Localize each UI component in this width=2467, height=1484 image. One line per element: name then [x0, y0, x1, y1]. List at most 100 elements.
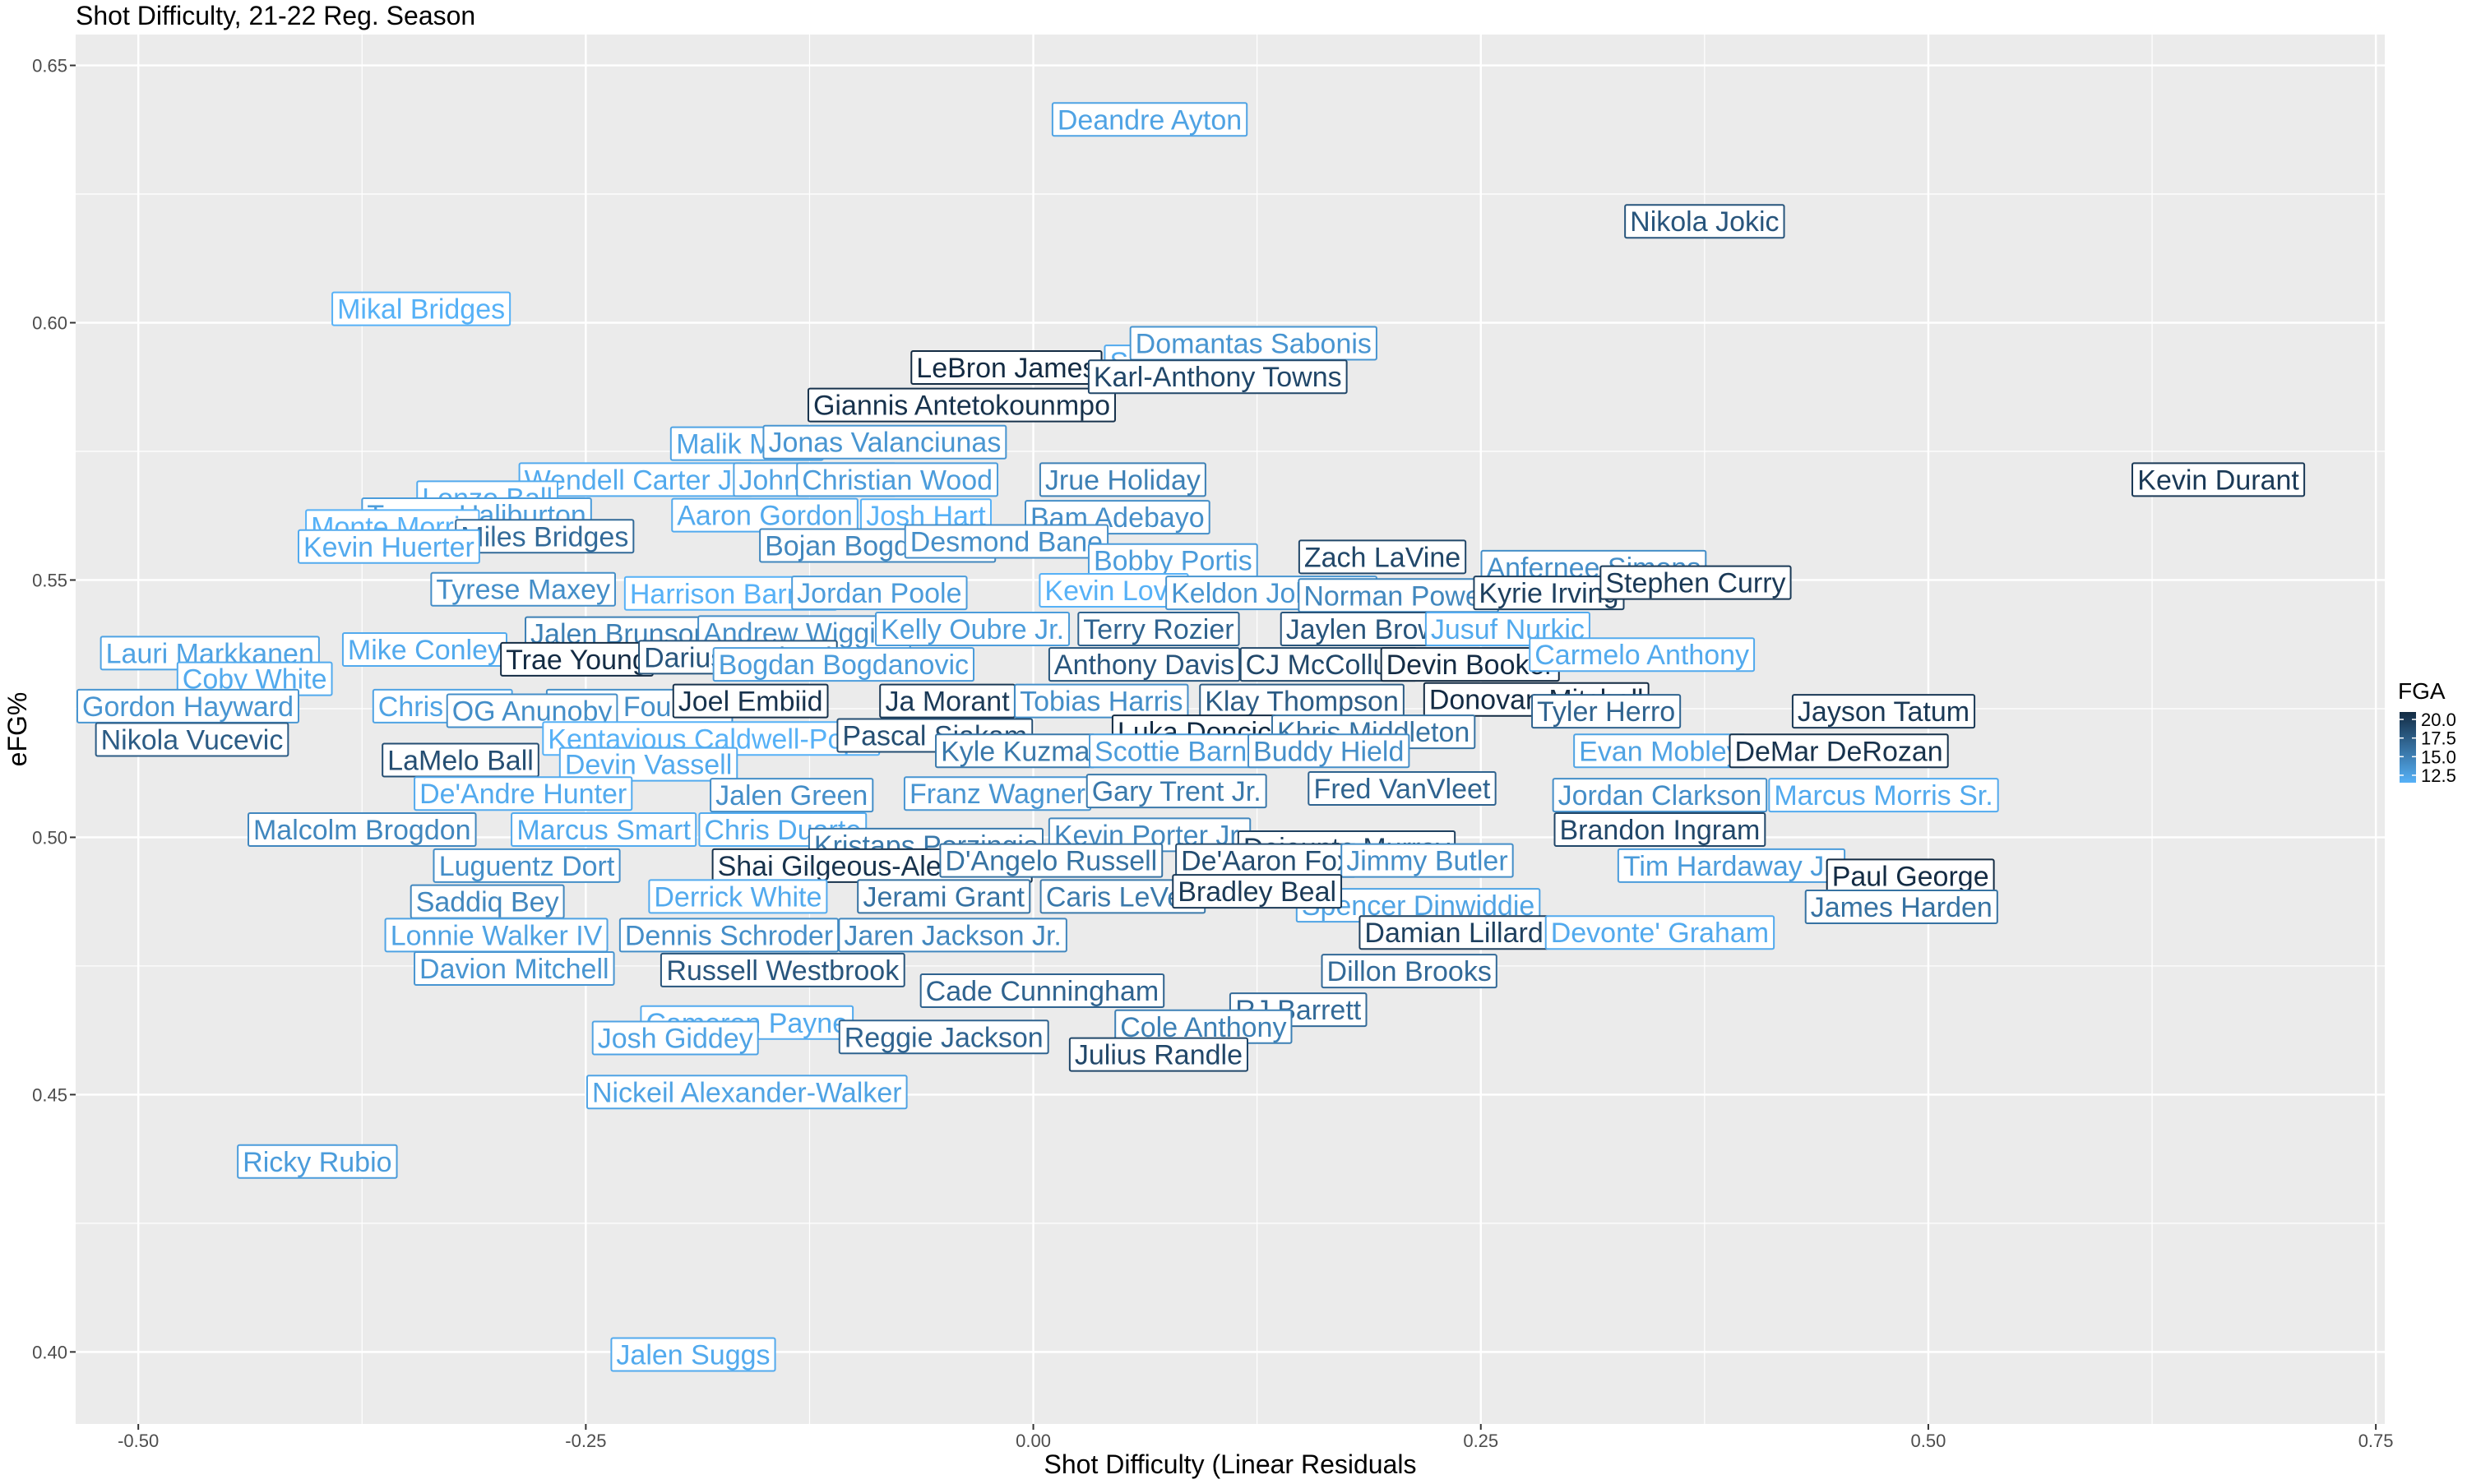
label-box: [807, 387, 1117, 423]
label-text: Franz Wagner: [910, 779, 1085, 810]
point-label: Kelly Oubre Jr.: [875, 611, 1071, 646]
point-label: OG Anunoby: [446, 693, 618, 728]
point-label: Tim Hardaway Jr.: [1617, 848, 1846, 883]
point-label: Mikal Bridges: [331, 291, 511, 326]
point-label: Jalen Green: [710, 778, 874, 813]
label-text: Buddy Hield: [1253, 736, 1404, 767]
label-box: [1014, 683, 1189, 719]
point-label: Aaron Gordon: [671, 497, 859, 533]
label-text: Devin Booker: [1386, 650, 1554, 681]
label-text: Aaron Gordon: [677, 501, 853, 532]
point-label: Trae Young: [500, 641, 654, 677]
label-text: Anthony Davis: [1054, 650, 1234, 681]
label-text: Jordan Poole: [797, 578, 961, 609]
label-text: Giannis Antetokounmpo: [813, 391, 1110, 422]
point-label: Nikola Jokic: [1624, 204, 1785, 239]
point-label: Bradley Beal: [1172, 874, 1343, 909]
label-box: [446, 693, 618, 728]
label-box: [710, 778, 874, 813]
x-tick-label: 0.50: [1911, 1431, 1946, 1451]
point-label: Devin Vassell: [558, 747, 738, 782]
label-box: [1531, 694, 1682, 729]
label-box: [919, 973, 1165, 1008]
label-box: [1039, 462, 1206, 497]
label-text: Nikola Jokic: [1630, 206, 1779, 238]
label-text: Mikal Bridges: [337, 294, 505, 326]
label-text: Marcus Smart: [516, 815, 691, 846]
label-box: [1804, 889, 1998, 924]
label-box: [414, 951, 615, 987]
x-tick-label: -0.50: [118, 1431, 159, 1451]
label-box: [1729, 733, 1949, 769]
point-label: Saddiq Bey: [410, 884, 565, 919]
label-box: [2131, 462, 2306, 497]
label-text: Tyler Herro: [1537, 696, 1675, 728]
label-text: Jimmy Butler: [1346, 846, 1507, 877]
label-box: [433, 848, 621, 883]
label-box: [331, 291, 511, 326]
legend-tick-label: 17.5: [2421, 728, 2456, 749]
label-box: [1552, 778, 1768, 813]
label-text: Davion Mitchell: [419, 954, 609, 985]
label-text: Jonas Valanciunas: [768, 428, 1001, 459]
label-box: [95, 722, 289, 757]
point-label: Dennis Schroder: [618, 918, 840, 953]
label-text: Gordon Hayward: [82, 691, 294, 723]
label-box: [838, 1019, 1049, 1055]
label-text: Kevin Durant: [2137, 465, 2299, 496]
label-text: Carmelo Anthony: [1534, 640, 1749, 671]
point-label: Jayson Tatum: [1791, 694, 1976, 729]
point-label: Desmond Bane: [904, 524, 1109, 559]
point-label: Zach LaVine: [1298, 539, 1467, 575]
label-box: [838, 918, 1067, 953]
point-label: Damian Lillard: [1358, 915, 1549, 950]
label-text: Terry Rozier: [1083, 614, 1234, 645]
y-axis: 0.40 0.45 0.50 0.55 0.60 0.65: [32, 56, 76, 1362]
label-box: [297, 529, 480, 564]
label-box: [247, 812, 477, 848]
label-text: Jerami Grant: [863, 881, 1025, 913]
label-box: [791, 576, 968, 611]
legend-title: FGA: [2398, 678, 2446, 704]
label-text: Reggie Jackson: [845, 1022, 1044, 1053]
label-text: Bobby Portis: [1094, 546, 1252, 577]
point-label: Derrick White: [648, 879, 828, 914]
point-label: Jusuf Nurkic: [1424, 611, 1590, 646]
label-text: Ja Morant: [885, 687, 1010, 718]
label-text: Ricky Rubio: [243, 1147, 391, 1178]
label-box: [1424, 611, 1590, 646]
point-label: Tobias Harris: [1014, 683, 1189, 719]
label-text: Domantas Sabonis: [1136, 329, 1372, 360]
label-box: [1321, 954, 1497, 989]
point-label: Nickeil Alexander-Walker: [586, 1075, 908, 1110]
point-label: Wendell Carter Jr.: [518, 462, 754, 497]
label-box: [1068, 1037, 1248, 1072]
label-box: [672, 683, 829, 719]
point-label: D'Angelo Russell: [939, 843, 1164, 878]
label-text: Kyle Kuzma: [941, 736, 1090, 767]
label-box: [1529, 637, 1756, 673]
legend-colorbar: [2400, 712, 2416, 783]
label-text: Bogdan Bogdanovic: [719, 650, 969, 681]
label-text: LaMelo Ball: [387, 746, 534, 777]
label-text: Zach LaVine: [1304, 542, 1460, 573]
point-label: Josh Giddey: [591, 1020, 759, 1056]
x-axis-title: Shot Difficulty (Linear Residuals: [1044, 1449, 1417, 1479]
point-label: Jonas Valanciunas: [762, 424, 1007, 460]
label-box: [591, 1020, 759, 1056]
point-label: James Harden: [1804, 889, 1998, 924]
point-label: Kyle Kuzma: [935, 733, 1096, 769]
point-label: Malcolm Brogdon: [247, 812, 477, 848]
label-text: Joel Embiid: [678, 687, 823, 718]
label-text: Derrick White: [654, 881, 822, 913]
point-label: Tyler Herro: [1531, 694, 1682, 729]
label-box: [1791, 694, 1976, 729]
point-label: Buddy Hield: [1247, 733, 1410, 769]
point-label: LeBron James: [910, 349, 1103, 385]
point-label: Marcus Smart: [511, 812, 697, 848]
point-label: Jordan Clarkson: [1552, 778, 1768, 813]
point-label: Devonte' Graham: [1544, 915, 1775, 950]
label-text: Lonnie Walker IV: [391, 920, 603, 951]
label-text: Jayson Tatum: [1798, 696, 1969, 728]
label-text: Malcolm Brogdon: [253, 815, 471, 846]
